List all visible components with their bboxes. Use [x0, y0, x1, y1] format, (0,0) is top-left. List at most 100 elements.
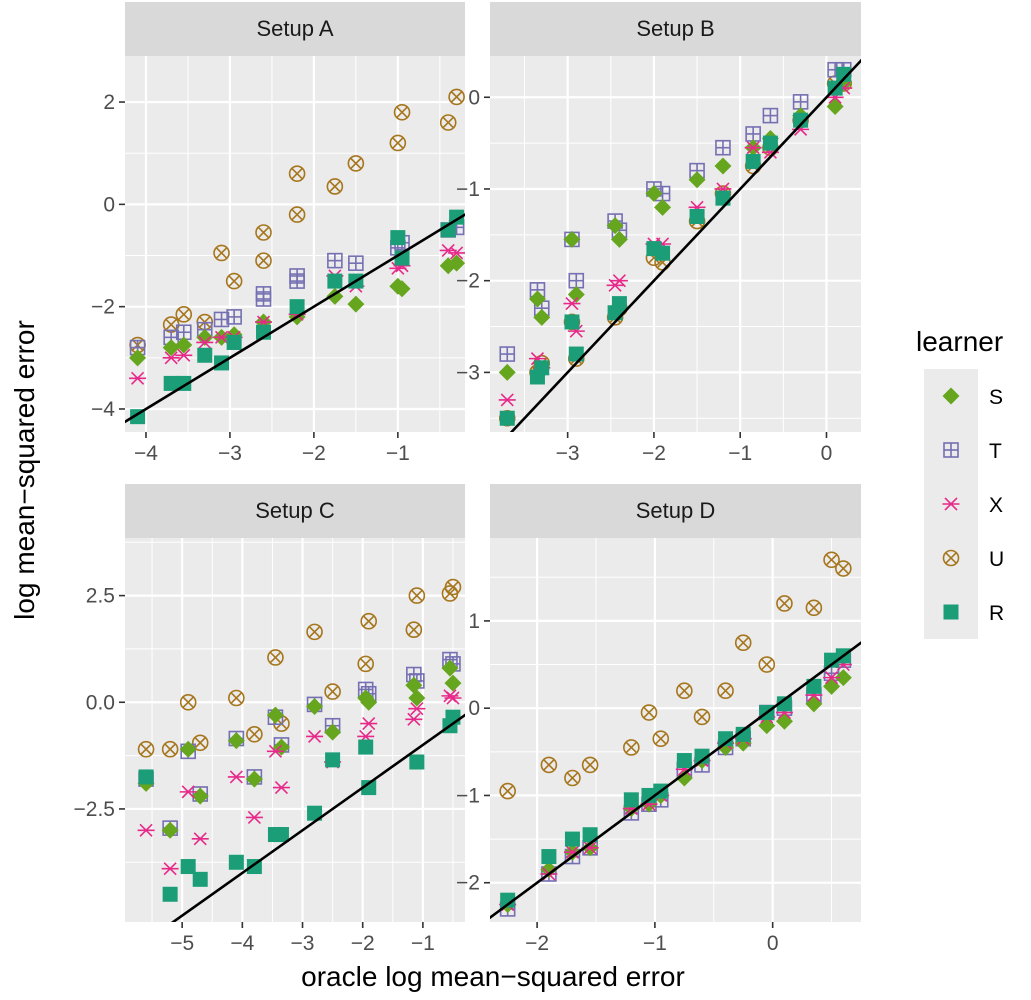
point-r	[534, 360, 550, 376]
point-r	[564, 314, 580, 330]
point-t	[289, 268, 305, 284]
point-u	[267, 649, 284, 666]
y-tick-label: 2.5	[86, 585, 115, 608]
point-s	[610, 230, 628, 248]
point-u	[225, 272, 243, 290]
point-u	[255, 224, 272, 241]
point-s	[357, 689, 375, 707]
plot-area	[137, 578, 465, 922]
point-u	[652, 730, 670, 748]
point-u	[805, 599, 823, 617]
point-s	[175, 336, 193, 354]
x-tick-label: −1	[411, 932, 435, 955]
point-r	[327, 273, 343, 289]
point-u	[693, 708, 711, 726]
point-s	[179, 740, 197, 758]
point-r	[582, 827, 598, 843]
point-u	[324, 683, 341, 700]
point-t	[226, 309, 242, 325]
y-tick-label: 2	[103, 91, 115, 114]
point-x	[191, 832, 209, 846]
y-tick-label: −2	[91, 296, 115, 319]
identity-line	[490, 641, 861, 920]
y-tick-label: −2	[456, 872, 480, 895]
point-r	[500, 892, 516, 908]
point-s	[161, 821, 179, 839]
point-t	[213, 311, 230, 328]
legend-marker	[943, 442, 959, 458]
point-x	[175, 348, 193, 362]
point-r	[655, 245, 671, 261]
point-r	[390, 230, 406, 246]
point-s	[245, 770, 263, 788]
x-tick-label: −3	[218, 442, 242, 465]
point-x	[563, 297, 581, 311]
point-u	[288, 165, 306, 182]
point-u	[347, 155, 365, 172]
point-s	[196, 328, 214, 346]
point-r	[162, 886, 178, 902]
point-r	[793, 112, 809, 128]
point-r	[735, 726, 751, 742]
point-u	[360, 612, 378, 630]
point-x	[227, 770, 245, 784]
point-x	[610, 274, 628, 288]
point-u	[581, 756, 599, 774]
point-s	[408, 689, 426, 707]
point-r	[192, 871, 208, 887]
point-s	[714, 157, 732, 175]
y-tick-label: 0.0	[86, 691, 115, 714]
point-r	[676, 753, 692, 769]
point-s	[393, 280, 411, 298]
point-u	[288, 206, 306, 223]
panel-setup-c: Setup C −5 −4 −3 −2 −1 −2.5 0.0 2.5	[74, 484, 465, 955]
point-t	[499, 346, 516, 362]
point-r	[228, 854, 244, 870]
y-tick-label: −2	[456, 270, 480, 293]
point-x	[360, 717, 378, 731]
point-x	[245, 810, 263, 825]
legend-item-t: T	[924, 423, 1002, 477]
point-t	[348, 255, 364, 271]
x-tick-label: −1	[386, 442, 410, 465]
panel-strip	[490, 484, 861, 538]
point-r	[694, 748, 710, 764]
point-r	[273, 827, 289, 843]
point-s	[688, 171, 706, 189]
point-t	[255, 286, 272, 302]
plot-area	[498, 58, 861, 432]
gridlines	[490, 56, 861, 432]
y-tick-label: 0	[103, 193, 115, 216]
point-x	[266, 744, 284, 758]
point-x	[441, 689, 459, 703]
point-r	[718, 731, 734, 747]
point-x	[306, 729, 324, 743]
point-u	[246, 725, 263, 743]
point-s	[162, 339, 180, 357]
point-r	[163, 375, 179, 391]
x-tick-label: −4	[134, 442, 158, 465]
point-u	[389, 134, 407, 152]
y-tick-label: 0	[468, 86, 480, 109]
plot-area	[490, 551, 861, 920]
point-r	[611, 296, 627, 312]
point-u	[441, 585, 459, 602]
point-x	[162, 351, 180, 365]
point-r	[641, 787, 657, 803]
point-x	[129, 371, 147, 385]
point-s	[448, 254, 465, 272]
panel-strip	[125, 484, 465, 538]
panel-setup-d: Setup D −2 −1 0 −2 −1 0 1	[456, 484, 861, 955]
point-s	[498, 363, 516, 381]
point-x	[823, 671, 841, 685]
point-u	[405, 621, 423, 639]
point-u	[439, 114, 457, 131]
point-u	[255, 252, 272, 269]
panel-title: Setup A	[256, 16, 333, 41]
x-tick-label: −2	[302, 442, 326, 465]
x-tick-label: −2	[351, 932, 375, 955]
point-r	[806, 678, 822, 694]
point-r	[358, 739, 374, 755]
y-tick-label: −1	[456, 178, 480, 201]
